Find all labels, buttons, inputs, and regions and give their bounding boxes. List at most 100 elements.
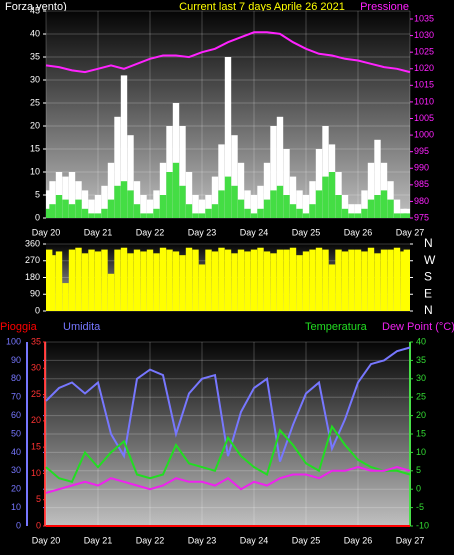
bar — [218, 144, 225, 218]
bar — [114, 185, 121, 218]
y-tick-label: 35 — [416, 355, 426, 365]
bar — [400, 251, 407, 311]
bar — [328, 172, 336, 218]
bar — [257, 247, 264, 311]
bar — [403, 249, 410, 311]
bar — [127, 135, 134, 218]
x-tick-label: Day 22 — [136, 227, 165, 237]
x-tick-label: Day 20 — [32, 535, 61, 545]
bar — [94, 195, 102, 218]
x-tick-label: Day 21 — [84, 535, 113, 545]
legend-label: Umidita — [63, 321, 101, 333]
bar — [374, 139, 381, 218]
y-tick-label: 80 — [11, 373, 21, 383]
bar — [172, 162, 180, 218]
bar — [114, 116, 121, 218]
bar — [101, 249, 108, 311]
bar — [146, 199, 154, 218]
bar — [127, 253, 134, 311]
bar — [244, 190, 251, 218]
bar — [237, 162, 245, 218]
bar — [367, 162, 375, 218]
bar — [49, 255, 56, 311]
y-tick-label: 20 — [11, 484, 21, 494]
y-tick-label: 15 — [30, 143, 40, 153]
bar — [179, 255, 186, 311]
bar — [159, 247, 167, 311]
bar — [185, 172, 193, 218]
bar — [88, 199, 95, 218]
y-tick-label: 360 — [25, 238, 40, 248]
y-tick-label: 15 — [416, 428, 426, 438]
bar — [335, 249, 342, 311]
pressure-label: Pressione — [360, 1, 409, 13]
bar — [231, 253, 238, 311]
y-tick-label: 1030 — [414, 30, 434, 40]
bar — [49, 204, 56, 218]
plot-area — [46, 342, 410, 526]
y-tick-label: 30 — [30, 74, 40, 84]
line — [45, 424, 411, 483]
bar — [400, 213, 407, 218]
bar — [276, 185, 284, 218]
y-tick-label: 100 — [6, 336, 21, 346]
wind-label: Forza vento) — [5, 1, 67, 13]
x-tick-label: Day 20 — [32, 227, 61, 237]
y-tick-label: 15 — [31, 442, 41, 452]
bar — [49, 181, 56, 218]
bar — [107, 162, 115, 218]
bar — [296, 208, 303, 218]
bar — [354, 204, 362, 218]
y-tick-label: 20 — [416, 410, 426, 420]
y-tick-label: 10 — [31, 468, 41, 478]
y-tick-label: 1015 — [414, 80, 434, 90]
y-tick-label: 90 — [30, 289, 40, 299]
bar — [133, 181, 141, 218]
bar — [302, 251, 310, 311]
y-tick-label: -5 — [416, 502, 424, 512]
y-tick-label: 1010 — [414, 96, 434, 106]
chart-title: Current last 7 days Aprile 26 2021 — [179, 1, 345, 13]
bar — [211, 176, 219, 218]
bar — [120, 75, 128, 219]
y-tick-label: 25 — [416, 392, 426, 402]
y-tick-label: -10 — [416, 520, 429, 530]
bar — [361, 190, 368, 218]
bar — [94, 213, 102, 218]
y-tick-label: 980 — [414, 196, 429, 206]
bar — [257, 185, 264, 218]
bar — [276, 116, 284, 218]
bar — [283, 249, 290, 311]
bar — [335, 195, 342, 218]
bar — [127, 190, 134, 218]
y-tick-label: N — [424, 303, 433, 317]
bar — [114, 249, 121, 311]
bar — [211, 204, 219, 218]
bar — [198, 213, 206, 218]
bar — [185, 204, 193, 218]
y-tick-label: 30 — [416, 373, 426, 383]
bar — [101, 185, 108, 218]
bar — [270, 253, 277, 311]
bar — [62, 176, 69, 218]
bar — [257, 208, 264, 218]
y-tick-label: 0 — [36, 520, 41, 530]
y-tick-label: 35 — [31, 336, 41, 346]
bar — [361, 251, 368, 311]
y-tick-label: 5 — [416, 465, 421, 475]
legend-label: Pioggia — [0, 321, 38, 333]
bar — [296, 255, 303, 311]
bar — [263, 199, 271, 218]
bar — [393, 213, 401, 218]
bar — [218, 247, 225, 311]
y-tick-label: E — [424, 286, 432, 300]
bar — [302, 195, 310, 218]
bar — [289, 247, 297, 311]
y-tick-label: S — [424, 270, 432, 284]
bar — [140, 251, 147, 311]
bar — [101, 208, 108, 218]
bar — [322, 249, 329, 311]
bar — [75, 247, 82, 311]
y-tick-label: 50 — [11, 428, 21, 438]
bar — [81, 253, 89, 311]
